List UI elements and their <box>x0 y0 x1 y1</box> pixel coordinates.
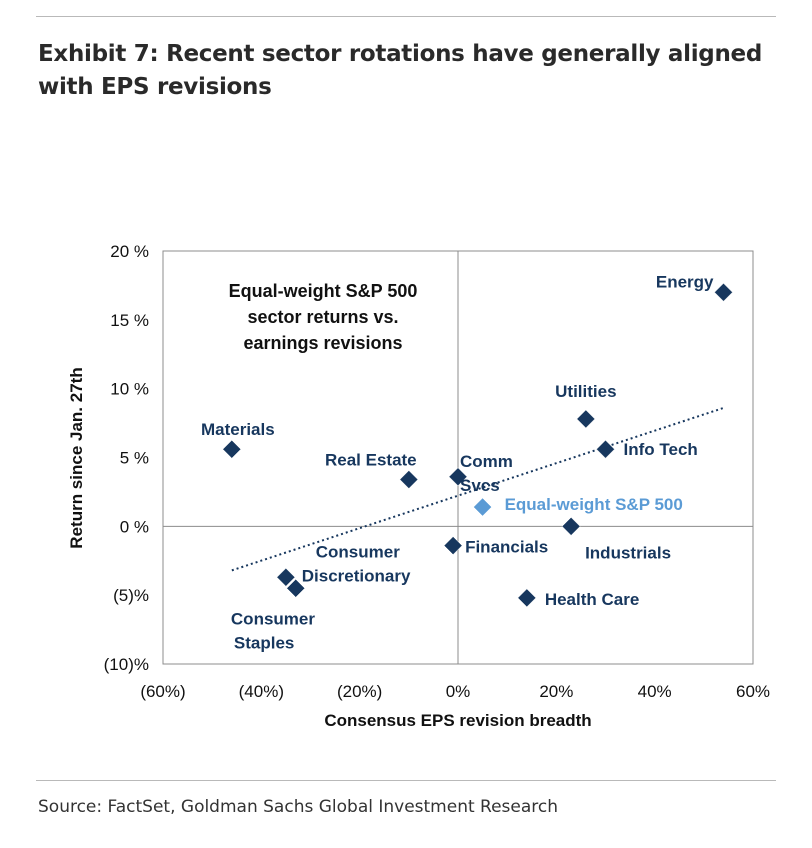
sector-point <box>576 409 596 429</box>
y-tick-label: 10 % <box>110 380 149 399</box>
sector-point <box>561 516 581 536</box>
source-note: Source: FactSet, Goldman Sachs Global In… <box>38 797 559 817</box>
sector-label: Energy <box>656 272 714 291</box>
point-labels: Energy Utilities Info Tech Materials Real Es… <box>201 272 714 652</box>
sector-label: Consumer <box>231 609 315 628</box>
sector-point <box>222 439 242 459</box>
x-tick-label: 20% <box>539 682 573 701</box>
y-tick-label: (10)% <box>104 655 149 674</box>
x-tick-label: 60% <box>736 682 770 701</box>
sector-label: Financials <box>465 538 548 557</box>
y-tick-label: 15 % <box>110 311 149 330</box>
sector-label: Consumer <box>316 542 400 561</box>
sector-label: Discretionary <box>302 566 411 585</box>
x-axis-label: Consensus EPS revision breadth <box>324 711 591 730</box>
sector-label: Materials <box>201 420 275 439</box>
x-tick-label: (20%) <box>337 682 382 701</box>
sector-label: Comm <box>460 452 513 471</box>
sector-point <box>443 536 463 555</box>
x-tick-label: (60%) <box>140 682 185 701</box>
sector-label: Svcs <box>460 476 500 495</box>
trendline <box>231 406 724 572</box>
equal-weight-point <box>473 497 492 517</box>
top-rule <box>36 16 776 17</box>
exhibit-title: Exhibit 7: Recent sector rotations have … <box>38 41 763 100</box>
sector-label: Utilities <box>555 382 616 401</box>
sector-point <box>286 578 306 598</box>
y-tick-label: 5 % <box>120 449 149 468</box>
sector-point <box>276 567 296 587</box>
y-tick-label: 20 % <box>110 242 149 261</box>
sector-label: Industrials <box>585 543 671 562</box>
sector-point <box>399 470 419 489</box>
x-tick-label: (40%) <box>239 682 284 701</box>
annotation-line: earnings revisions <box>243 333 402 353</box>
sector-point <box>714 282 733 302</box>
equal-weight-label: Equal-weight S&P 500 <box>505 495 683 514</box>
x-tick-label: 40% <box>638 682 672 701</box>
sector-point <box>448 467 468 487</box>
tick-labels: 20 % 15 % 10 % 5 % 0 % (5)% (10)% (60%) (40%) (20… <box>104 242 770 701</box>
trendline-layer <box>231 406 724 572</box>
sector-label: Staples <box>234 633 294 652</box>
sector-label: Health Care <box>545 590 639 609</box>
sector-label: Info Tech <box>624 440 698 459</box>
annotation-line: Equal-weight S&P 500 <box>229 281 418 301</box>
sector-point <box>596 439 615 459</box>
y-tick-label: 0 % <box>120 517 149 536</box>
data-points <box>222 282 733 608</box>
scatter-chart: 20 % 15 % 10 % 5 % 0 % (5)% (10)% (60%) (40%) (20… <box>67 242 770 730</box>
chart-annotation: Equal-weight S&P 500 sector returns vs. ea… <box>229 281 418 353</box>
annotation-line: sector returns vs. <box>247 307 398 327</box>
y-axis-label: Return since Jan. 27th <box>67 367 86 548</box>
sector-label: Real Estate <box>325 451 417 470</box>
sector-point <box>517 588 537 608</box>
x-tick-label: 0% <box>446 682 471 701</box>
bottom-rule <box>36 780 776 781</box>
y-tick-label: (5)% <box>113 586 149 605</box>
axes <box>163 251 753 664</box>
